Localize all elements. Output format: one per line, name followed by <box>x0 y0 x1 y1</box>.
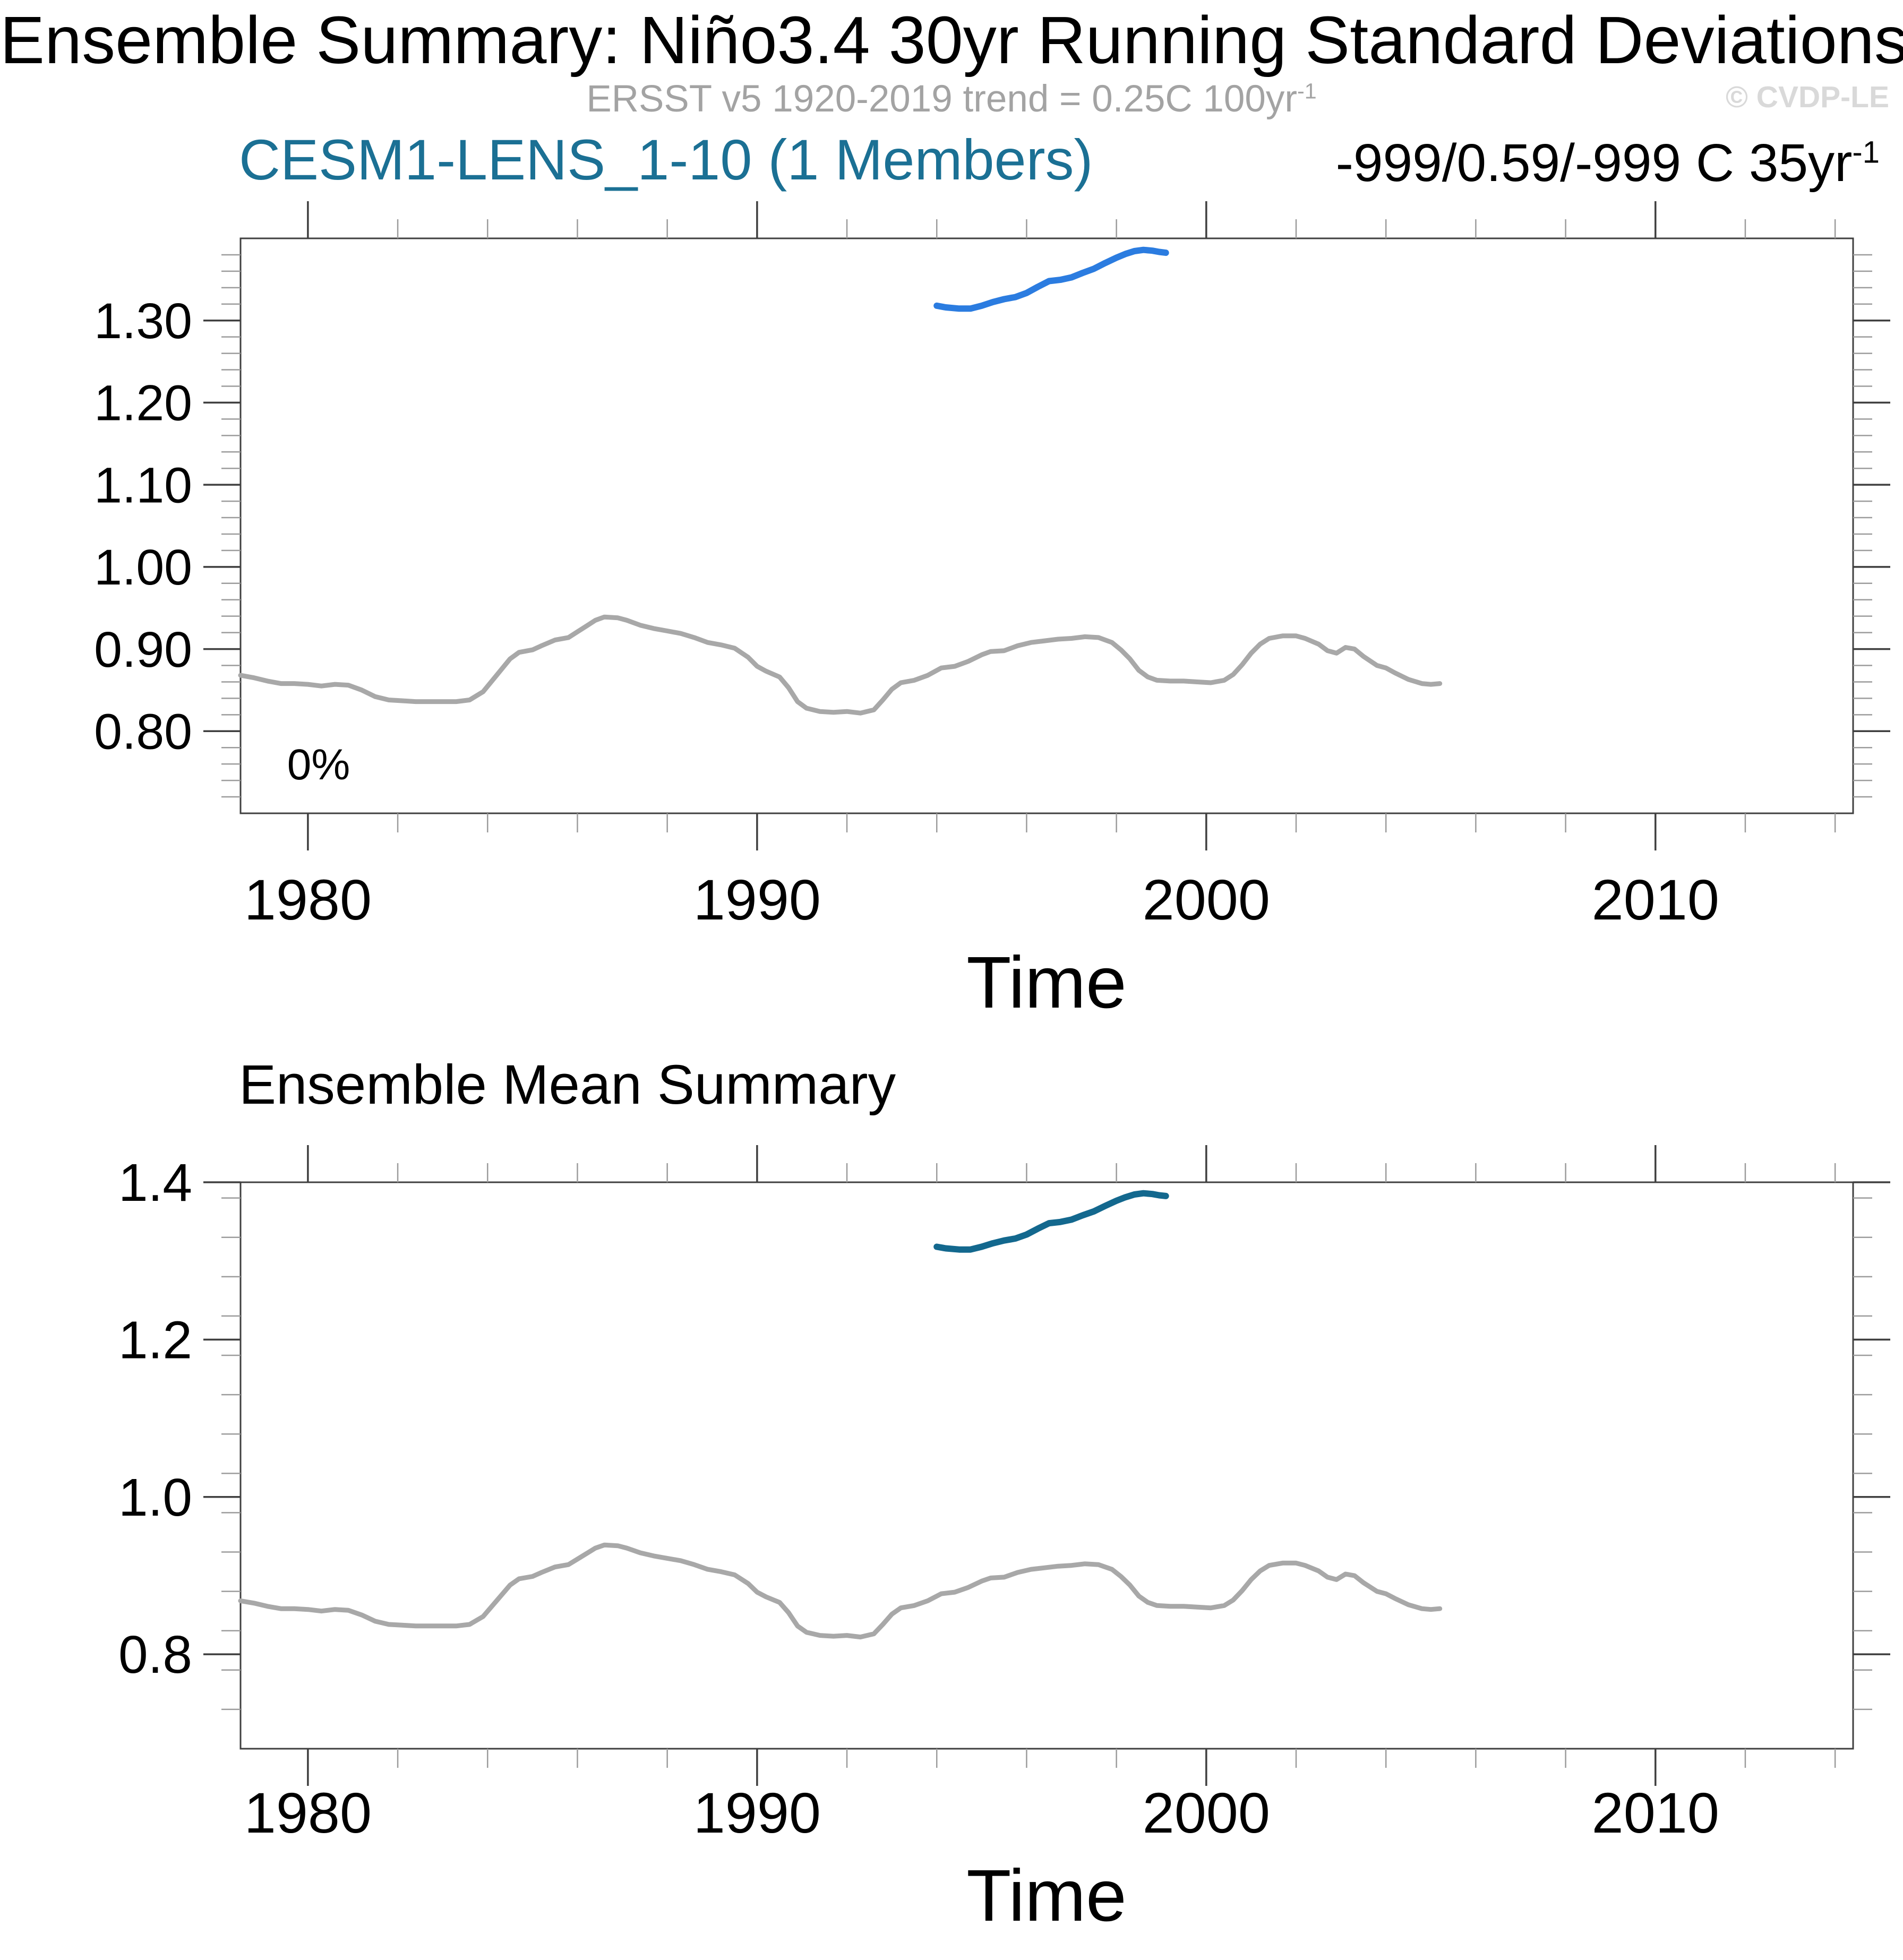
y-tick-label: 0.8 <box>118 1625 192 1684</box>
y-tick-label: 1.4 <box>118 1153 192 1213</box>
x-tick-label: 1990 <box>693 1781 821 1845</box>
series-gray-line <box>238 1542 1443 1640</box>
series-teal-line <box>933 1190 1169 1253</box>
x-tick-label: 2000 <box>1143 867 1270 932</box>
dataset-subtitle: ERSST v5 1920-2019 trend = 0.25C 100yr-1 <box>0 78 1903 121</box>
axis-ticks <box>203 1145 1890 1786</box>
x-tick-label: 2000 <box>1143 1781 1270 1845</box>
y-tick-label: 1.2 <box>118 1310 192 1370</box>
x-tick-label: 1980 <box>244 867 372 932</box>
y-tick-label: 1.00 <box>94 539 192 596</box>
chart-bottom: 1980 1990 2000 2010 0.8 1.0 1.2 1.4 Time <box>118 1145 1890 1937</box>
series-gray-line <box>238 614 1443 716</box>
dataset-subtitle-superscript: -1 <box>1297 79 1317 104</box>
top-panel-stat-superscript: -1 <box>1852 135 1880 170</box>
page-title: Ensemble Summary: Niño3.4 30yr Running S… <box>0 3 1903 78</box>
y-tick-label: 1.20 <box>94 375 192 432</box>
plot-frame <box>239 237 1854 814</box>
series-blue-line <box>933 246 1169 312</box>
y-tick-label: 1.30 <box>94 293 192 349</box>
x-tick-label: 2010 <box>1592 1781 1719 1845</box>
y-tick-label: 0.80 <box>94 704 192 760</box>
tick-labels: 1980 1990 2000 2010 0.80 0.90 1.00 1.10 1.20 1.30 <box>94 293 1719 932</box>
x-tick-label: 2010 <box>1592 867 1719 932</box>
percent-annotation: 0% <box>287 741 350 789</box>
y-tick-label: 1.10 <box>94 457 192 513</box>
axis-ticks <box>203 201 1890 850</box>
plot-frame <box>239 1181 1854 1750</box>
bottom-panel-title: Ensemble Mean Summary <box>239 1054 896 1116</box>
dataset-subtitle-text: ERSST v5 1920-2019 trend = 0.25C 100yr <box>586 78 1298 120</box>
tick-labels: 1980 1990 2000 2010 0.8 1.0 1.2 1.4 <box>118 1153 1719 1845</box>
top-panel-stat-text: -999/0.59/-999 C 35yr <box>1335 133 1853 193</box>
watermark: © CVDP-LE <box>1725 80 1889 114</box>
top-panel-stat: -999/0.59/-999 C 35yr-1 <box>1336 133 1880 194</box>
x-axis-title: Time <box>966 942 1127 1024</box>
y-tick-label: 1.0 <box>118 1468 192 1527</box>
x-tick-label: 1990 <box>693 867 821 932</box>
x-axis-title: Time <box>966 1855 1127 1937</box>
y-tick-label: 0.90 <box>94 622 192 678</box>
chart-top: 1980 1990 2000 2010 0.80 0.90 1.00 1.10 1.20 1.30… <box>94 201 1890 1024</box>
top-panel-title: CESM1-LENS_1-10 (1 Members) <box>239 127 1093 192</box>
x-tick-label: 1980 <box>244 1781 372 1845</box>
